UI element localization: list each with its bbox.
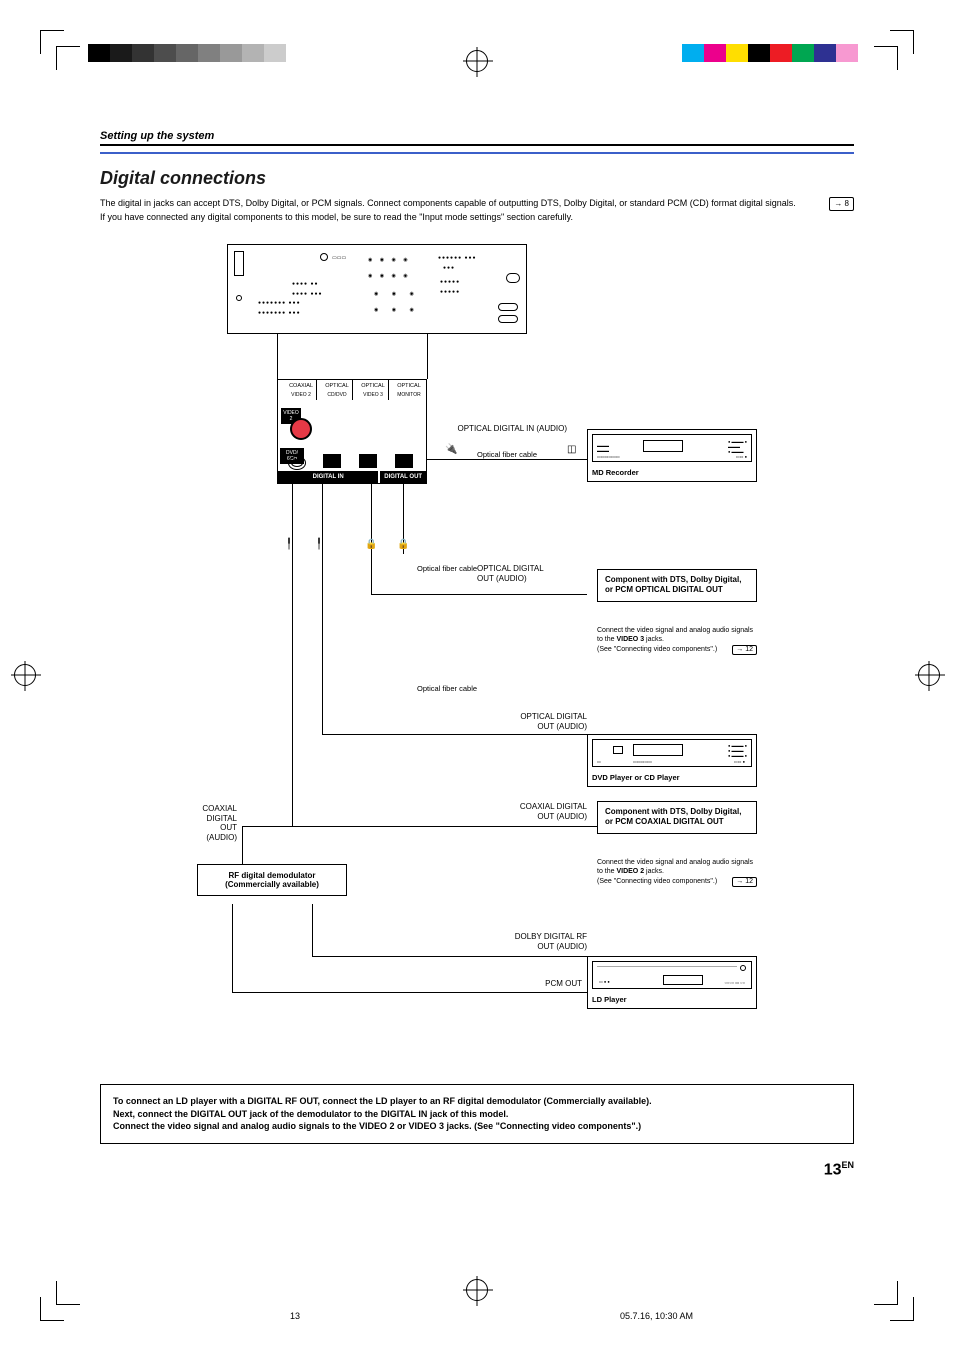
registration-mark-left — [14, 664, 36, 686]
optical-jack-video3 — [359, 454, 377, 468]
color-swatch-bar — [682, 44, 858, 62]
coaxial-component-box: Component with DTS, Dolby Digital, or PC… — [597, 801, 757, 834]
coaxial-out-left-label: COAXIALDIGITALOUT(AUDIO) — [167, 804, 237, 842]
swatch — [704, 44, 726, 62]
device-icon: ▭ ● ● ○○○○ ▭ ○○ — [592, 961, 752, 989]
intro-text: The digital in jacks can accept DTS, Dol… — [100, 197, 854, 224]
optical-jack-monitor — [395, 454, 413, 468]
swatch — [836, 44, 858, 62]
device-caption: DVD Player or CD Player — [588, 771, 756, 786]
optical-out-label-1: OPTICAL DIGITALOUT (AUDIO) — [477, 564, 587, 583]
optical-cable-label-1: Optical fiber cable — [467, 450, 547, 459]
coaxial-jack — [290, 418, 312, 440]
footer-timestamp: 05.7.16, 10:30 AM — [620, 1311, 693, 1321]
coaxial-out-label: COAXIAL DIGITALOUT (AUDIO) — [477, 802, 587, 821]
leader-line — [427, 334, 428, 379]
swatch — [88, 44, 110, 62]
digital-io-panel: COAXIAL OPTICAL OPTICAL OPTICAL VIDEO 2 … — [277, 379, 427, 484]
swatch — [176, 44, 198, 62]
intro-line1: The digital in jacks can accept DTS, Dol… — [100, 198, 796, 208]
grayscale-swatch-bar — [88, 44, 308, 62]
swatch — [242, 44, 264, 62]
footer-page: 13 — [290, 1311, 300, 1321]
dolby-rf-label: DOLBY DIGITAL RFOUT (AUDIO) — [477, 932, 587, 951]
swatch — [770, 44, 792, 62]
swatch — [132, 44, 154, 62]
swatch — [110, 44, 132, 62]
receiver-back-panel: ●●●●●●● ●●● ●●●●●●● ●●● ●●●● ●● ●●●● ●●●… — [227, 244, 527, 334]
ld-player-box: ▭ ● ● ○○○○ ▭ ○○ LD Player — [587, 956, 757, 1009]
optical-component-note: Connect the video signal and analog audi… — [597, 626, 757, 655]
optical-out-label-2: OPTICAL DIGITALOUT (AUDIO) — [477, 712, 587, 731]
swatch — [792, 44, 814, 62]
intro-page-ref: → 8 — [829, 197, 854, 211]
optical-cable-label-3: Optical fiber cable — [417, 684, 537, 693]
device-icon: ▬▬▬▬▬▬ ● ▬▬▬ ●▬▬▬● ▬▬▬ ▭▭▭▭▭▭ ▭▭ ● — [592, 434, 752, 462]
digital-out-label: DIGITAL OUT — [380, 471, 426, 483]
registration-mark-bottom — [466, 1279, 488, 1301]
crop-mark-bl2 — [56, 1281, 80, 1305]
bottom-note: To connect an LD player with a DIGITAL R… — [100, 1084, 854, 1144]
dvd-cd-player-box: ● ▬▬▬ ●● ▬▬▬● ▬▬▬ ● ▭ ▭▭▭▭▭ ▭▭ ● DVD Pla… — [587, 734, 757, 787]
registration-mark-right — [918, 664, 940, 686]
swatch — [748, 44, 770, 62]
swatch — [682, 44, 704, 62]
coaxial-component-note: Connect the video signal and analog audi… — [597, 858, 757, 887]
optical-jack-cddvd — [323, 454, 341, 468]
note-line2: Next, connect the DIGITAL OUT jack of th… — [113, 1109, 508, 1119]
swatch — [220, 44, 242, 62]
registration-mark-top — [466, 50, 488, 72]
device-caption: LD Player — [588, 993, 756, 1008]
crop-mark-tl2 — [56, 46, 80, 70]
intro-line2: If you have connected any digital compon… — [100, 212, 573, 222]
swatch — [154, 44, 176, 62]
pcm-out-label: PCM OUT — [522, 979, 582, 989]
optical-component-box: Component with DTS, Dolby Digital, or PC… — [597, 569, 757, 602]
note-line3: Connect the video signal and analog audi… — [113, 1121, 641, 1131]
swatch — [726, 44, 748, 62]
page-title: Digital connections — [100, 168, 854, 189]
swatch — [286, 44, 308, 62]
md-recorder-box: ▬▬▬▬▬▬ ● ▬▬▬ ●▬▬▬● ▬▬▬ ▭▭▭▭▭▭ ▭▭ ● MD Re… — [587, 429, 757, 482]
note-line1: To connect an LD player with a DIGITAL R… — [113, 1096, 652, 1106]
leader-line — [277, 334, 278, 379]
swatch — [264, 44, 286, 62]
accent-rule — [100, 152, 854, 154]
section-header: Setting up the system — [100, 130, 854, 146]
digital-in-label: DIGITAL IN — [278, 471, 378, 483]
page-number: 13EN — [100, 1160, 854, 1179]
swatch — [198, 44, 220, 62]
swatch — [814, 44, 836, 62]
device-caption: MD Recorder — [588, 466, 756, 481]
crop-mark-br2 — [874, 1281, 898, 1305]
rf-demodulator-box: RF digital demodulator (Commercially ava… — [197, 864, 347, 896]
connection-diagram: ●●●●●●● ●●● ●●●●●●● ●●● ●●●● ●● ●●●● ●●●… — [167, 244, 787, 1054]
crop-mark-tr2 — [874, 46, 898, 70]
md-signal-label: OPTICAL DIGITAL IN (AUDIO) — [457, 424, 567, 434]
device-icon: ● ▬▬▬ ●● ▬▬▬● ▬▬▬ ● ▭ ▭▭▭▭▭ ▭▭ ● — [592, 739, 752, 767]
